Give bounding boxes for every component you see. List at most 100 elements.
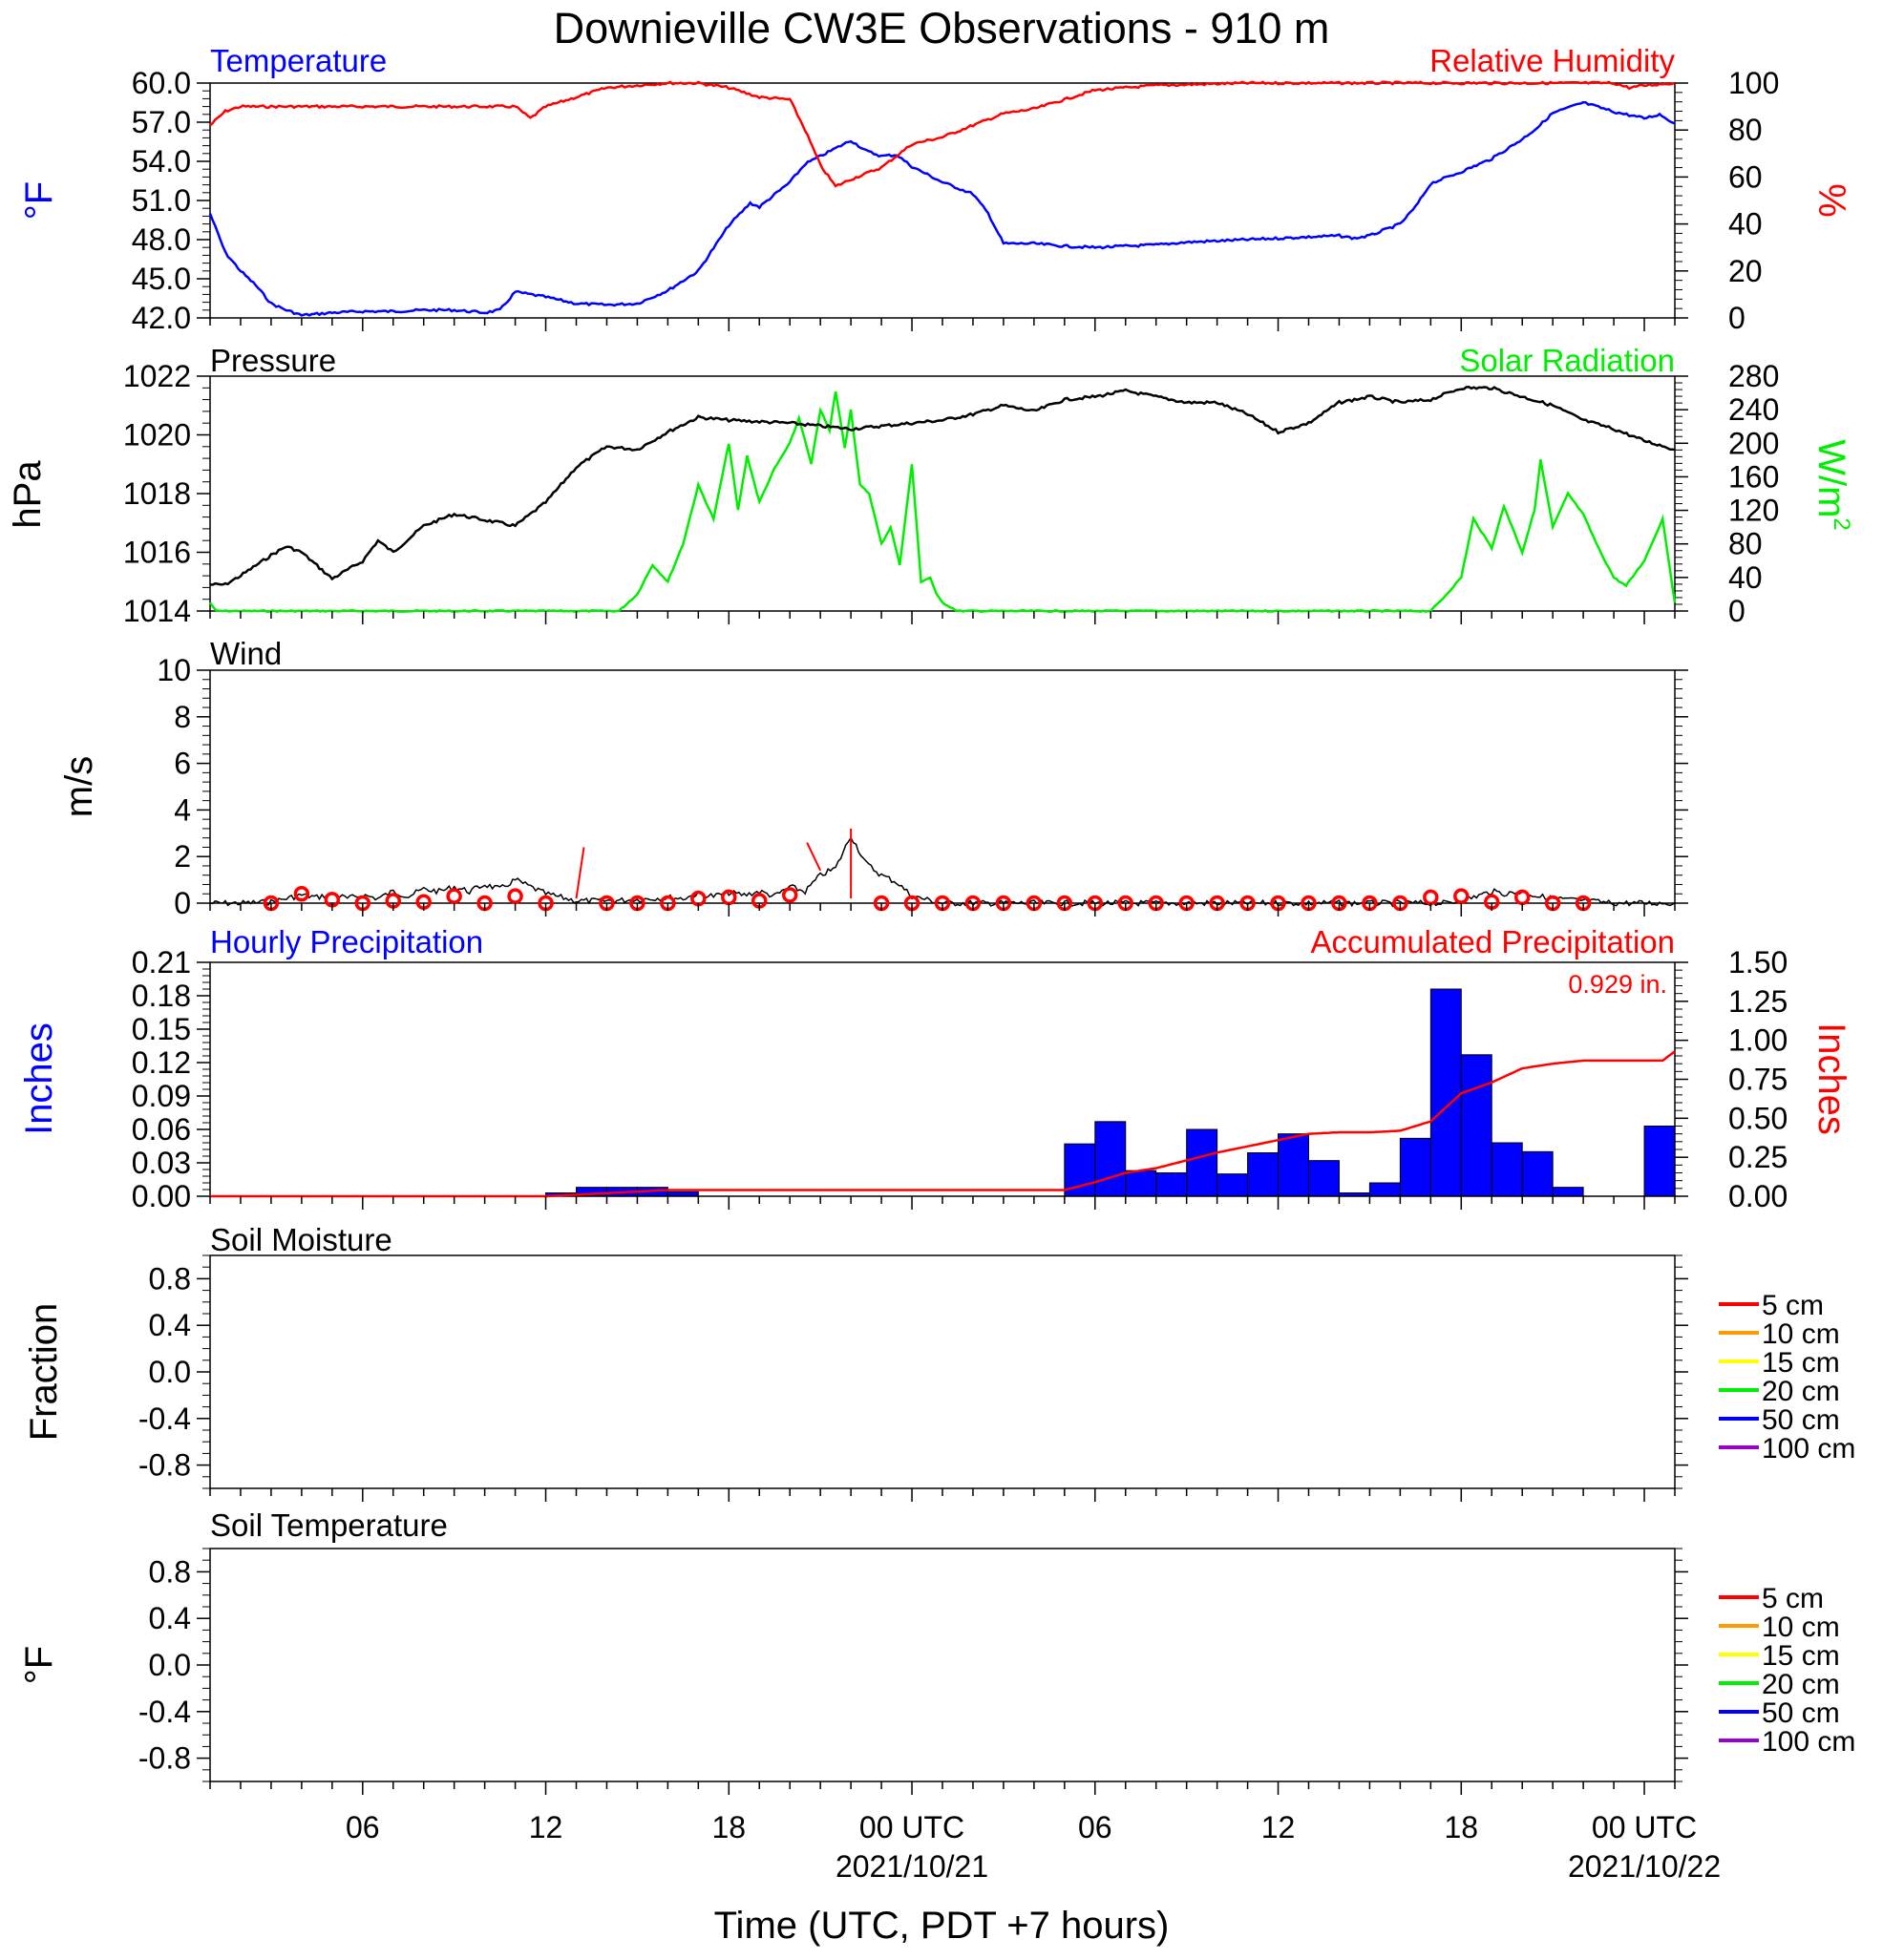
precip-bar [1247, 1152, 1280, 1197]
precip-bar [1368, 1182, 1401, 1197]
soil-moisture-axis: 0.8 0.4 0.0 -0.4 -0.8 [138, 1254, 210, 1489]
panel-wind: Wind 10 8 6 4 2 0 m/s [58, 636, 1688, 920]
solar-axis-unit-text: W/m [1810, 439, 1852, 517]
legend-label: 15 cm [1762, 1347, 1840, 1379]
axis-tick-label: -0.4 [138, 1695, 191, 1729]
axis-tick-label: 1.00 [1728, 1023, 1788, 1058]
hourly-precip-axis-unit: Inches [18, 1022, 60, 1135]
wind-hour-marker [293, 885, 310, 902]
precip-bar [1460, 1054, 1492, 1197]
wind-barb [806, 842, 822, 872]
panel-soil-moisture: Soil Moisture 0.8 0.4 0.0 -0.4 -0.8 Fraction… [23, 1222, 1855, 1489]
axis-tick-label: 60 [1728, 159, 1763, 194]
precip-bar [1491, 1142, 1523, 1197]
time-axis-label: Time (UTC, PDT +7 hours) [714, 1905, 1170, 1947]
pressure-axis-unit: hPa [7, 460, 49, 529]
humidity-title: Relative Humidity [1429, 43, 1675, 78]
axis-tick-label: 100 [1728, 66, 1779, 100]
axis-tick-label: 0.0 [149, 1648, 191, 1682]
legend-label: 5 cm [1762, 1583, 1824, 1614]
wind-hour-marker [1453, 888, 1470, 904]
wind-title: Wind [210, 636, 282, 671]
axis-tick-label: 0.75 [1728, 1063, 1788, 1097]
panel-temperature-humidity: Temperature Relative Humidity 60.0 57.0 54… [18, 43, 1852, 335]
axis-tick-label: 80 [1728, 527, 1763, 561]
svg-text:W/m2: W/m2 [1810, 439, 1854, 531]
legend-label: 100 cm [1762, 1433, 1855, 1465]
time-tick-label: 12 [1261, 1810, 1296, 1844]
legend-label: 20 cm [1762, 1669, 1840, 1700]
precip-bar [1125, 1170, 1157, 1197]
axis-tick-label: 0.06 [132, 1112, 191, 1147]
axis-tick-label: -0.4 [138, 1402, 191, 1436]
axis-tick-label: 0.03 [132, 1146, 191, 1180]
precip-bar [1278, 1133, 1309, 1197]
precip-bar [1308, 1160, 1340, 1197]
accum-precip-axis-unit: Inches [1810, 1022, 1852, 1135]
temperature-axis: 60.0 57.0 54.0 51.0 48.0 45.0 42.0 [132, 66, 210, 335]
axis-tick-label: 20 [1728, 254, 1763, 288]
hourly-precip-title: Hourly Precipitation [210, 924, 483, 959]
axis-tick-label: 160 [1728, 459, 1779, 494]
axis-tick-label: 1018 [123, 476, 191, 511]
wind-plot-area [209, 669, 1676, 904]
axis-tick-label: 45.0 [132, 262, 191, 296]
axis-tick-label: 0.8 [149, 1261, 191, 1296]
axis-tick-label: 0.12 [132, 1045, 191, 1080]
axis-tick-label: 0.15 [132, 1012, 191, 1046]
axis-tick-label: 1022 [123, 359, 191, 393]
accum-precip-title: Accumulated Precipitation [1310, 924, 1675, 959]
time-tick-label: 12 [529, 1810, 563, 1844]
accum-precip-axis: 1.50 1.25 1.00 0.75 0.50 0.25 0.00 [1675, 945, 1788, 1213]
axis-tick-label: 0.00 [132, 1179, 191, 1213]
soil-temperature-axis-unit: °F [18, 1646, 60, 1684]
axis-tick-label: 0.0 [149, 1355, 191, 1389]
time-tick-label: 06 [346, 1810, 380, 1844]
temperature-line [208, 100, 1676, 317]
axis-tick-label: 1.25 [1728, 984, 1788, 1019]
time-axis-labels: 06 12 18 00 UTC 2021/10/21 06 12 18 00 UTC 2021/1… [346, 1810, 1721, 1884]
wind-hour-marker [507, 888, 523, 904]
axis-tick-label: 6 [174, 747, 191, 781]
precip-bar [1186, 1128, 1218, 1197]
precip-bar [1399, 1137, 1431, 1197]
wind-axis-unit: m/s [58, 756, 100, 817]
solar-radiation-line [208, 390, 1677, 614]
soil-moisture-right-axis [1675, 1254, 1688, 1489]
legend-label: 100 cm [1762, 1726, 1855, 1758]
time-tick-label: 00 UTC [859, 1810, 964, 1844]
panel-soil-temperature: Soil Temperature 0.8 0.4 0.0 -0.4 -0.8 °F 5 … [18, 1507, 1855, 1884]
legend-label: 5 cm [1762, 1290, 1824, 1321]
axis-tick-label: 240 [1728, 392, 1779, 427]
soil-temperature-right-axis [1675, 1548, 1688, 1782]
precip-bar [1521, 1150, 1554, 1197]
figure-title: Downieville CW3E Observations - 910 m [554, 4, 1330, 53]
wind-axis: 10 8 6 4 2 0 [157, 653, 210, 920]
legend-label: 50 cm [1762, 1697, 1840, 1729]
axis-tick-label: 40 [1728, 560, 1763, 595]
axis-tick-label: 8 [174, 700, 191, 734]
axis-tick-label: 1020 [123, 418, 191, 453]
wind-hour-marker [1513, 889, 1531, 906]
date-label: 2021/10/22 [1568, 1849, 1721, 1884]
humidity-axis: 100 80 60 40 20 0 [1675, 66, 1779, 335]
precip-bar [1217, 1173, 1249, 1197]
axis-tick-label: 0.25 [1728, 1140, 1788, 1174]
axis-tick-label: 0.4 [149, 1308, 191, 1342]
hourly-precip-axis: 0.210.180.150.120.090.060.030.00 [132, 945, 210, 1213]
axis-tick-label: 0 [1728, 594, 1745, 628]
precip-bar [1643, 1126, 1676, 1197]
axis-tick-label: 120 [1728, 494, 1779, 528]
legend-label: 15 cm [1762, 1640, 1840, 1672]
solar-axis-unit-superscript: 2 [1829, 517, 1854, 530]
wind-hour-marker [721, 889, 737, 906]
axis-tick-label: 0.00 [1728, 1179, 1788, 1213]
axis-tick-label: 80 [1728, 113, 1763, 147]
precip-bar [1155, 1172, 1188, 1197]
precip-bar [1429, 988, 1462, 1197]
axis-tick-label: -0.8 [138, 1741, 191, 1776]
pressure-title: Pressure [210, 343, 336, 378]
legend-label: 50 cm [1762, 1404, 1840, 1436]
